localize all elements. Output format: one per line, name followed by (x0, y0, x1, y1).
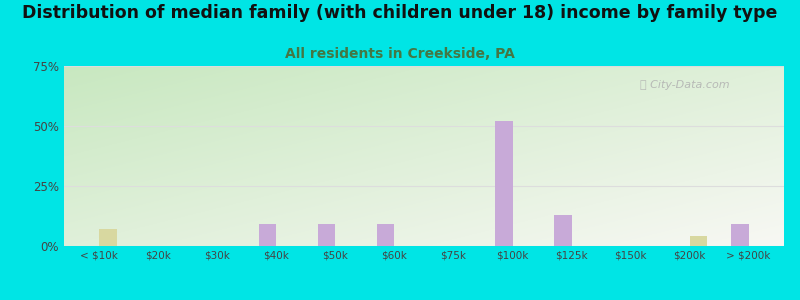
Bar (690, 236, 707, 246)
Text: Distribution of median family (with children under 18) income by family type: Distribution of median family (with chil… (22, 4, 778, 22)
Bar (377, 224, 394, 246)
Bar (495, 121, 513, 246)
Bar (731, 224, 749, 246)
Bar (258, 224, 277, 246)
Text: ⓘ City-Data.com: ⓘ City-Data.com (640, 80, 730, 90)
Bar (99, 229, 117, 246)
Bar (554, 215, 571, 246)
Bar (318, 224, 335, 246)
Text: All residents in Creekside, PA: All residents in Creekside, PA (285, 46, 515, 61)
